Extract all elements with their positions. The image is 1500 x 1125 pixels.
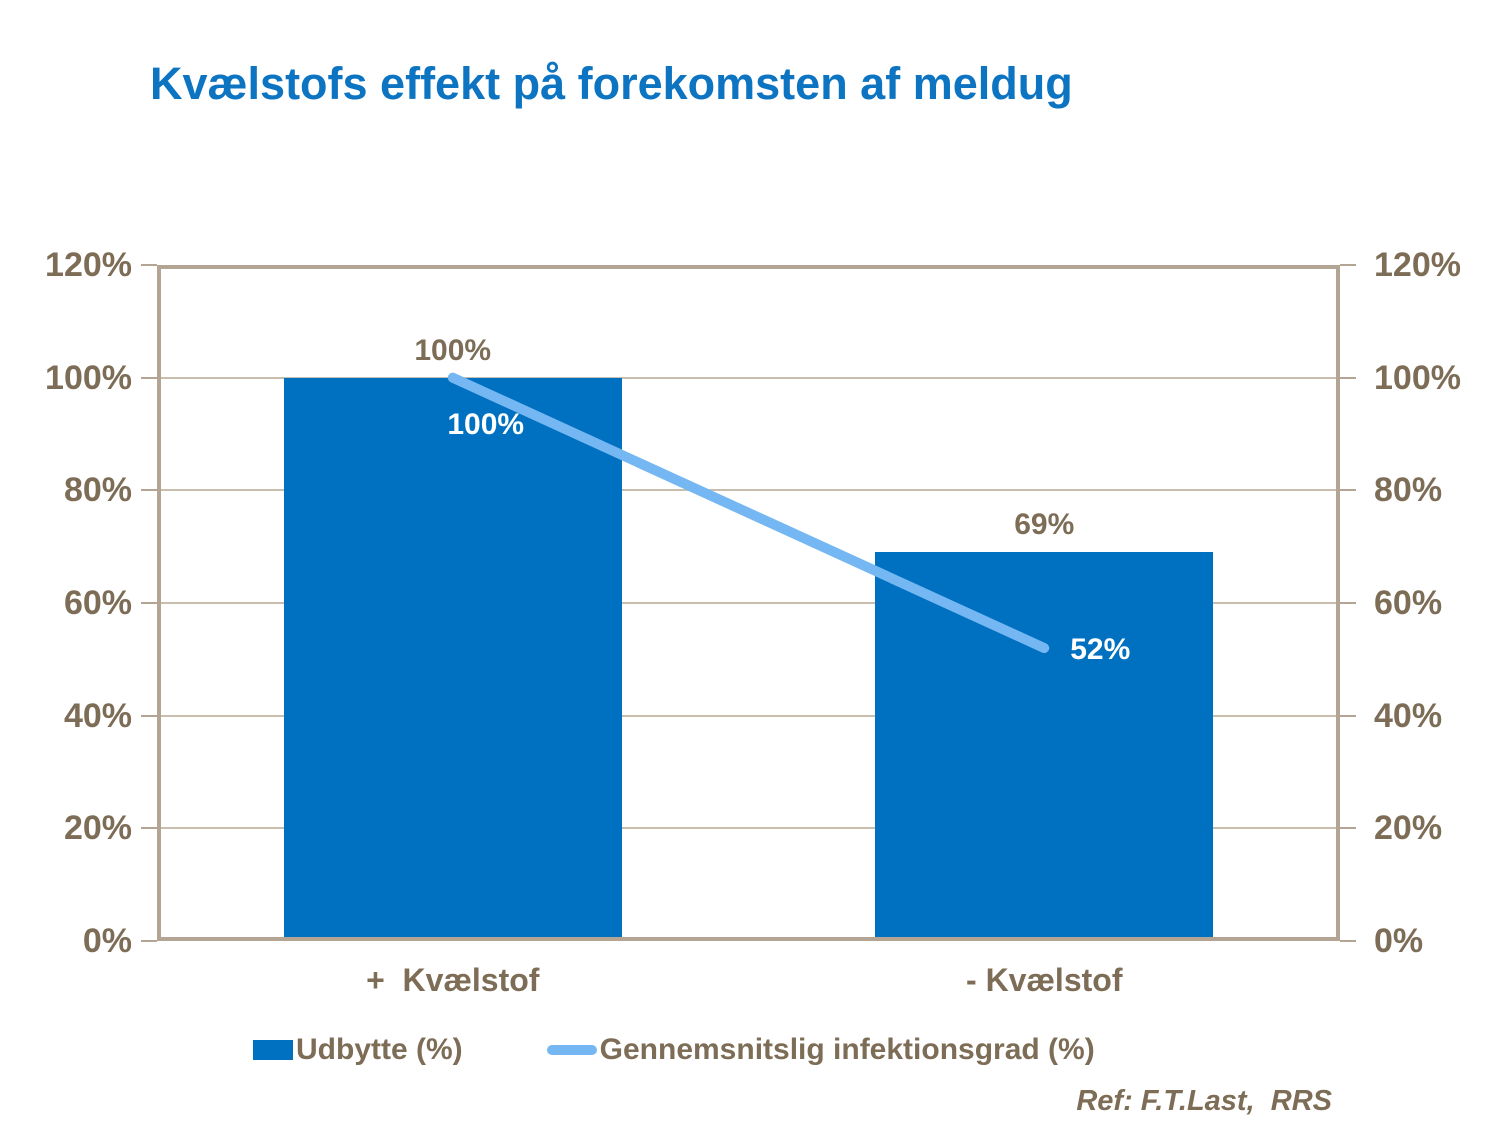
legend: Udbytte (%) Gennemsnitslig infektionsgra…	[253, 1030, 1095, 1070]
y-axis-tick-right	[1340, 714, 1356, 717]
y-axis-label-left: 100%	[45, 358, 132, 397]
plot-area-border	[157, 265, 1340, 941]
x-axis-category-label: - Kvælstof	[966, 962, 1123, 998]
y-axis-tick-right	[1340, 602, 1356, 604]
chart-title: Kvælstofs effekt på forekomsten af meldu…	[150, 58, 1073, 109]
y-axis-tick-left	[141, 714, 157, 717]
y-axis-tick-left	[141, 264, 157, 266]
y-axis-label-left: 0%	[82, 922, 132, 960]
y-axis-label-right: 20%	[1374, 809, 1443, 848]
y-axis-tick-left	[141, 827, 157, 830]
y-axis-tick-right	[1340, 264, 1356, 266]
y-axis-label-left: 120%	[45, 246, 132, 284]
y-axis-tick-left	[141, 376, 157, 379]
y-axis-tick-left	[141, 602, 157, 604]
y-axis-tick-right	[1340, 489, 1356, 492]
y-axis-label-right: 80%	[1374, 471, 1443, 510]
y-axis-label-right: 60%	[1374, 584, 1443, 622]
y-axis-label-right: 120%	[1374, 246, 1461, 284]
infektionsgrad-legend-label: Gennemsnitslig infektionsgrad (%)	[599, 1033, 1095, 1066]
y-axis-tick-right	[1340, 940, 1356, 942]
y-axis-tick-right	[1340, 376, 1356, 379]
reference-text: Ref: F.T.Last, RRS	[1076, 1085, 1332, 1117]
x-axis-category-label: + Kvælstof	[366, 962, 540, 998]
infektionsgrad-legend-swatch	[546, 1045, 597, 1055]
udbytte-legend-label: Udbytte (%)	[296, 1033, 463, 1066]
y-axis-tick-left	[141, 489, 157, 492]
udbytte-legend-swatch	[253, 1040, 293, 1060]
y-axis-label-left: 20%	[63, 809, 132, 848]
y-axis-label-right: 40%	[1374, 696, 1443, 735]
y-axis-tick-left	[141, 940, 157, 942]
y-axis-label-right: 0%	[1374, 922, 1424, 960]
y-axis-label-left: 60%	[63, 584, 132, 622]
y-axis-label-right: 100%	[1374, 358, 1461, 397]
y-axis-label-left: 80%	[63, 471, 132, 510]
y-axis-label-left: 40%	[63, 696, 132, 735]
y-axis-tick-right	[1340, 827, 1356, 830]
